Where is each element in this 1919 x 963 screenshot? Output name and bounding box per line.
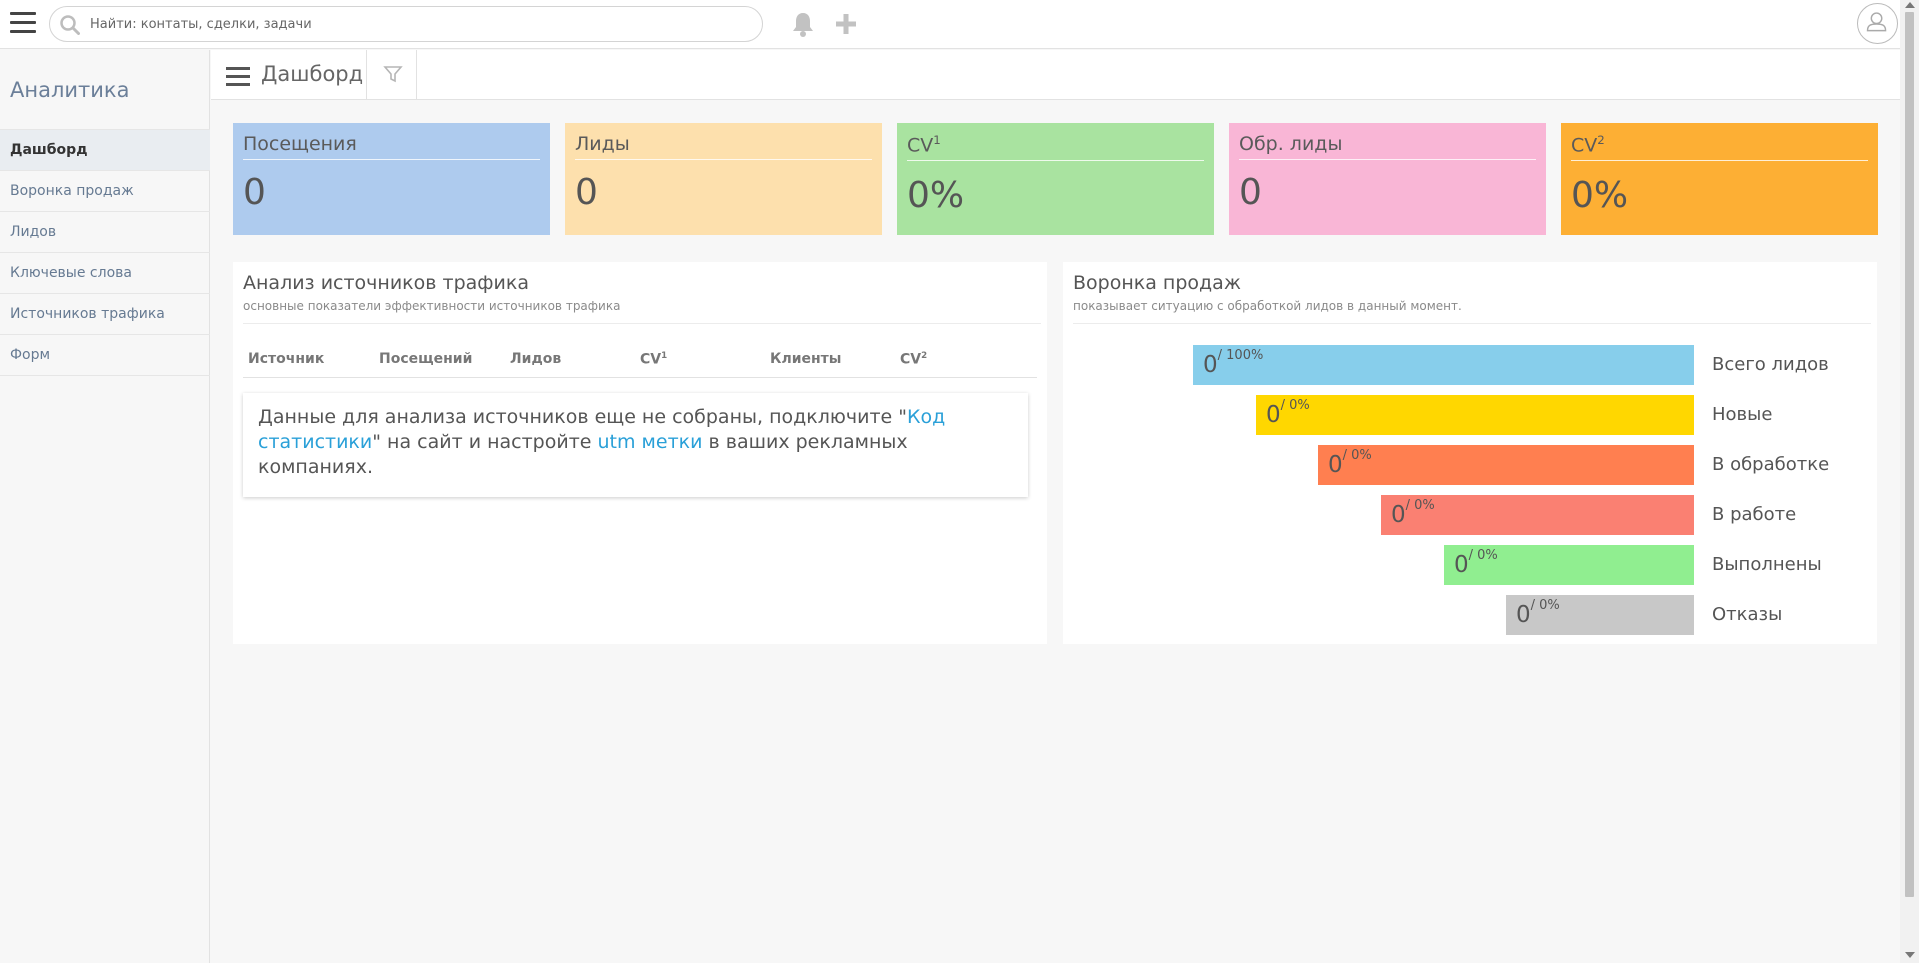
funnel-percent: / 0%: [1280, 398, 1310, 413]
kpi-value: 0%: [907, 175, 965, 217]
panel-subtitle: показывает ситуацию с обработкой лидов в…: [1073, 299, 1462, 313]
funnel-label-total: Всего лидов: [1712, 354, 1829, 375]
kpi-label: CV2: [1571, 133, 1868, 162]
sidebar-item-dashboard[interactable]: Дашборд: [0, 130, 210, 171]
funnel-percent: / 0%: [1530, 598, 1560, 613]
utm-tags-link[interactable]: utm метки: [597, 431, 703, 453]
kpi-label: Обр. лиды: [1239, 133, 1536, 160]
sidebar-item-traffic-sources[interactable]: Источников трафика: [0, 294, 210, 335]
stats-code-link[interactable]: Код статистики: [258, 406, 946, 453]
sales-funnel-panel: Воронка продаж показывает ситуацию с обр…: [1063, 262, 1877, 644]
funnel-label-new: Новые: [1712, 404, 1773, 425]
sidebar-item-sales-funnel[interactable]: Воронка продаж: [0, 171, 210, 212]
page-menu-icon[interactable]: [226, 67, 250, 87]
search-icon: [60, 15, 80, 35]
column-header-leads[interactable]: Лидов: [510, 351, 562, 367]
funnel-label-processing: В обработке: [1712, 454, 1830, 475]
notice-text: Данные для анализа источников еще не соб…: [258, 406, 907, 428]
funnel-bar-new: 0/ 0%: [1256, 395, 1694, 435]
kpi-card-cv2: CV2 0%: [1561, 123, 1878, 235]
kpi-label-text: CV: [907, 134, 934, 157]
notice-text: в ваших рекламных компаниях.: [258, 431, 908, 478]
funnel-count: 0: [1454, 552, 1469, 578]
header-divider: [366, 50, 367, 100]
funnel-percent: / 0%: [1342, 448, 1372, 463]
user-icon: [1866, 12, 1887, 32]
funnel-label-rejected: Отказы: [1712, 604, 1783, 625]
funnel-bar-rejected: 0/ 0%: [1506, 595, 1694, 635]
funnel-percent: / 100%: [1217, 348, 1264, 363]
funnel-bar-total: 0/ 100%: [1193, 345, 1694, 385]
sidebar-item-keywords[interactable]: Ключевые слова: [0, 253, 210, 294]
page-title: Дашборд: [261, 62, 364, 86]
kpi-label: CV1: [907, 133, 1204, 162]
column-header-sup: 2: [921, 351, 928, 361]
funnel-label-completed: Выполнены: [1712, 554, 1822, 575]
funnel-count: 0: [1328, 452, 1343, 478]
divider: [243, 377, 1037, 378]
kpi-label-sup: 2: [1597, 133, 1605, 147]
kpi-label-text: Лиды: [575, 133, 630, 155]
funnel-count: 0: [1516, 602, 1531, 628]
panel-title: Воронка продаж: [1073, 272, 1241, 294]
user-avatar[interactable]: [1857, 3, 1898, 44]
sidebar-item-forms[interactable]: Форм: [0, 335, 210, 376]
kpi-label: Лиды: [575, 133, 872, 160]
divider: [243, 323, 1041, 324]
column-header-clients[interactable]: Клиенты: [770, 351, 842, 367]
funnel-label-in-work: В работе: [1712, 504, 1797, 525]
kpi-value: 0: [575, 172, 598, 213]
column-header-source[interactable]: Источник: [248, 351, 325, 367]
column-header-text: CV: [640, 351, 662, 368]
scroll-up-arrow-icon[interactable]: [1905, 2, 1915, 8]
kpi-label-text: CV: [1571, 134, 1598, 157]
funnel-count: 0: [1203, 352, 1218, 378]
sidebar-title: Аналитика: [10, 78, 130, 102]
kpi-label-text: Посещения: [243, 133, 357, 155]
plus-icon[interactable]: [834, 12, 858, 36]
kpi-card-visits: Посещения 0: [233, 123, 550, 235]
column-header-text: CV: [900, 351, 922, 368]
divider: [1073, 323, 1871, 324]
column-header-cv1[interactable]: CV1: [640, 351, 667, 368]
sidebar-item-leads[interactable]: Лидов: [0, 212, 210, 253]
kpi-label-text: Обр. лиды: [1239, 133, 1343, 155]
kpi-label: Посещения: [243, 133, 540, 160]
column-header-sup: 1: [661, 351, 668, 361]
notice-text: " на сайт и настройте: [372, 431, 598, 453]
sidebar: Аналитика Дашборд Воронка продаж Лидов К…: [0, 50, 210, 963]
funnel-count: 0: [1266, 402, 1281, 428]
traffic-sources-panel: Анализ источников трафика основные показ…: [233, 262, 1047, 644]
funnel-bar-processing: 0/ 0%: [1318, 445, 1694, 485]
kpi-card-leads: Лиды 0: [565, 123, 882, 235]
kpi-card-processed-leads: Обр. лиды 0: [1229, 123, 1546, 235]
scroll-down-arrow-icon[interactable]: [1905, 952, 1915, 958]
kpi-value: 0: [243, 172, 266, 213]
sidebar-menu: Дашборд Воронка продаж Лидов Ключевые сл…: [0, 129, 210, 376]
top-bar: [0, 0, 1900, 49]
funnel-count: 0: [1391, 502, 1406, 528]
kpi-value: 0: [1239, 172, 1262, 213]
kpi-value: 0%: [1571, 175, 1629, 217]
column-header-cv2[interactable]: CV2: [900, 351, 927, 368]
kpi-card-cv1: CV1 0%: [897, 123, 1214, 235]
bell-icon[interactable]: [790, 11, 816, 38]
scrollbar-thumb[interactable]: [1905, 12, 1914, 897]
search-input[interactable]: [90, 13, 750, 35]
funnel-bar-in-work: 0/ 0%: [1381, 495, 1694, 535]
search-box[interactable]: [49, 6, 763, 42]
header-divider: [416, 50, 417, 100]
filter-icon[interactable]: [383, 64, 403, 84]
kpi-label-sup: 1: [933, 133, 941, 147]
menu-icon[interactable]: [10, 12, 36, 34]
page-header: Дашборд: [211, 50, 1900, 100]
empty-data-notice: Данные для анализа источников еще не соб…: [243, 393, 1028, 497]
panel-title: Анализ источников трафика: [243, 272, 530, 294]
panel-subtitle: основные показатели эффективности источн…: [243, 299, 621, 313]
page-scrollbar[interactable]: [1900, 0, 1919, 963]
funnel-percent: / 0%: [1468, 548, 1498, 563]
funnel-percent: / 0%: [1405, 498, 1435, 513]
column-header-visits[interactable]: Посещений: [379, 351, 473, 367]
funnel-bar-completed: 0/ 0%: [1444, 545, 1694, 585]
